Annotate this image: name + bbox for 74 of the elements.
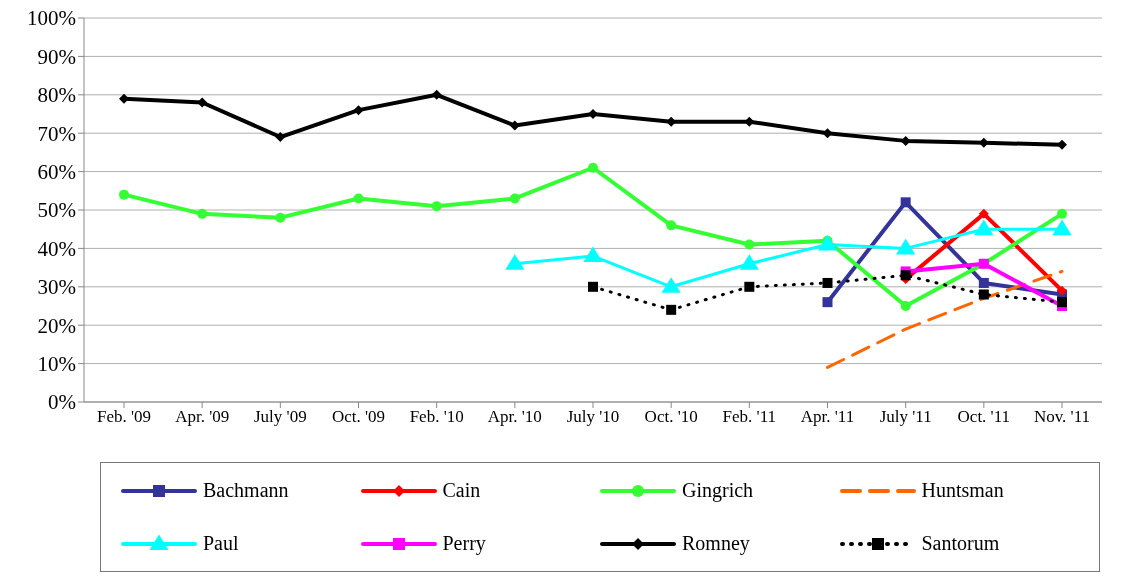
point xyxy=(974,219,994,236)
point xyxy=(431,89,442,100)
y-tick-label: 40% xyxy=(37,236,76,261)
point xyxy=(744,281,755,292)
legend-label: Cain xyxy=(442,479,481,502)
point xyxy=(978,277,989,288)
legend-label: Gingrich xyxy=(682,479,754,502)
legend-label: Paul xyxy=(203,532,239,555)
x-tick-label: Apr. '11 xyxy=(800,407,855,427)
point xyxy=(1057,297,1067,308)
y-tick-label: 50% xyxy=(37,198,76,223)
x-tick-label: July '11 xyxy=(879,407,932,427)
y-tick-label: 70% xyxy=(37,121,76,146)
y-tick-label: 90% xyxy=(37,44,76,69)
point xyxy=(666,304,677,315)
point xyxy=(822,297,833,308)
x-tick-label: July '09 xyxy=(254,407,307,427)
legend-label: Santorum xyxy=(921,532,1000,555)
point xyxy=(588,109,598,119)
point xyxy=(817,234,838,251)
x-tick-label: July '10 xyxy=(566,407,620,427)
point xyxy=(822,277,833,288)
point xyxy=(744,239,755,250)
point xyxy=(509,193,520,204)
point xyxy=(1057,208,1067,219)
legend-label: Perry xyxy=(442,532,486,555)
point xyxy=(353,105,364,116)
x-tick-label: Oct. '10 xyxy=(644,407,698,427)
point xyxy=(739,254,759,270)
point xyxy=(744,116,755,127)
point xyxy=(978,208,989,219)
y-tick-label: 100% xyxy=(27,6,76,31)
point xyxy=(900,301,911,311)
point xyxy=(1057,139,1067,150)
x-tick-label: Oct. '11 xyxy=(957,407,1011,427)
legend-label: Romney xyxy=(682,532,750,555)
point xyxy=(275,132,286,143)
point xyxy=(119,189,129,200)
point xyxy=(978,289,989,300)
line-series xyxy=(826,269,1064,369)
point xyxy=(505,254,525,270)
point xyxy=(900,135,911,146)
point xyxy=(583,246,603,263)
y-tick-label: 60% xyxy=(37,160,76,185)
point xyxy=(588,162,598,173)
point xyxy=(900,197,911,208)
point xyxy=(119,93,129,104)
point xyxy=(353,193,364,204)
point xyxy=(588,281,598,292)
x-tick-label: Apr. '09 xyxy=(175,407,230,427)
point xyxy=(275,212,286,223)
y-tick-label: 20% xyxy=(37,313,76,338)
point xyxy=(896,238,916,255)
x-tick-label: Nov. '11 xyxy=(1033,407,1091,427)
point xyxy=(1057,285,1067,296)
y-tick-label: 80% xyxy=(37,83,76,108)
y-tick-label: 10% xyxy=(37,352,76,377)
point xyxy=(197,208,208,219)
point xyxy=(900,270,911,281)
legend-label: Huntsman xyxy=(921,479,1004,502)
point xyxy=(197,97,208,108)
point xyxy=(1052,219,1072,236)
x-tick-label: Apr. '10 xyxy=(487,407,542,427)
point xyxy=(666,220,677,231)
point xyxy=(509,120,520,131)
legend-label: Bachmann xyxy=(203,479,289,502)
y-tick-label: 30% xyxy=(37,275,76,300)
x-tick-label: Feb. '10 xyxy=(409,407,464,427)
x-tick-label: Oct. '09 xyxy=(331,407,386,427)
point xyxy=(661,277,681,293)
y-tick-label: 0% xyxy=(48,390,76,415)
x-tick-label: Feb. '11 xyxy=(722,407,777,427)
x-tick-label: Feb. '09 xyxy=(96,407,152,427)
point xyxy=(431,201,442,212)
